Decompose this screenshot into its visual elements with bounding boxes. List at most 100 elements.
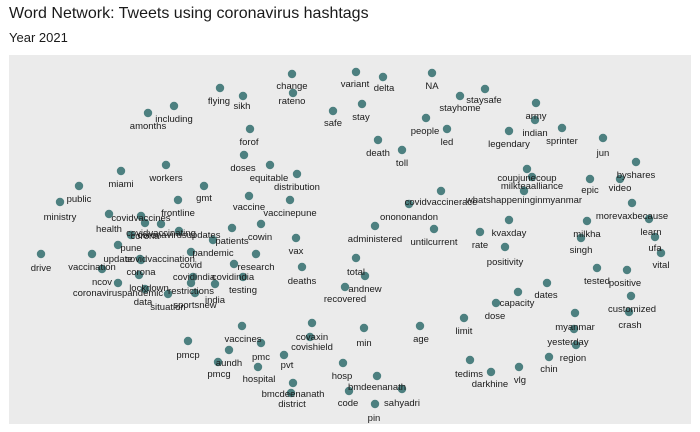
network-node — [136, 255, 146, 265]
node-label: update — [103, 254, 132, 265]
node-label: pune — [120, 243, 141, 254]
network-node — [208, 235, 218, 245]
node-label: coronavirusupdates — [138, 230, 221, 241]
node-label: bmcdeenanath — [262, 389, 325, 400]
network-node — [359, 323, 369, 333]
node-label: vaccine — [233, 202, 265, 213]
node-label: administered — [348, 234, 402, 245]
node-label: hosp — [332, 371, 353, 382]
node-label: ufa — [648, 243, 662, 254]
network-node — [245, 124, 255, 134]
node-label: vaccines — [225, 334, 262, 345]
node-label: milkha — [573, 229, 601, 240]
node-label: health — [96, 224, 122, 235]
node-label: pandemic — [192, 248, 233, 259]
node-label: covishield — [291, 342, 333, 353]
network-node — [576, 233, 586, 243]
node-label: indian — [522, 128, 547, 139]
network-node — [292, 169, 302, 179]
node-label: change — [276, 81, 307, 92]
node-label: distribution — [274, 182, 320, 193]
network-node — [74, 181, 84, 191]
network-node — [174, 226, 184, 236]
network-node — [286, 388, 296, 398]
node-label: lockdown — [129, 283, 169, 294]
node-label: tested — [584, 276, 610, 287]
network-node — [163, 289, 173, 299]
node-label: min — [356, 338, 371, 349]
network-node — [544, 352, 554, 362]
network-node — [459, 313, 469, 323]
node-label: age — [413, 334, 429, 345]
node-label: testing — [229, 285, 257, 296]
node-label: covid — [180, 260, 202, 271]
network-node — [113, 278, 123, 288]
network-node — [465, 355, 475, 365]
network-node — [297, 262, 307, 272]
node-label: forof — [239, 137, 258, 148]
node-label: covidindia — [173, 272, 216, 283]
network-node — [140, 284, 150, 294]
network-node — [513, 287, 523, 297]
network-node — [436, 186, 446, 196]
network-node — [522, 164, 532, 174]
node-label: region — [560, 353, 586, 364]
network-node — [598, 133, 608, 143]
node-label: frontline — [161, 208, 195, 219]
node-label: led — [441, 137, 454, 148]
network-node — [229, 259, 239, 269]
node-label: people — [411, 126, 440, 137]
network-node — [360, 271, 370, 281]
chart-title: Word Network: Tweets using coronavirus h… — [9, 5, 369, 22]
node-label: covidvaccination — [125, 254, 195, 265]
network-node — [239, 150, 249, 160]
node-label: byshares — [617, 170, 656, 181]
node-label: customized — [608, 304, 656, 315]
node-label: public — [67, 194, 92, 205]
network-node — [55, 197, 65, 207]
node-label: corona — [130, 231, 160, 242]
network-node — [442, 124, 452, 134]
node-label: limit — [456, 326, 473, 337]
network-node — [251, 249, 261, 259]
node-label: doses — [230, 163, 256, 174]
node-label: ministry — [44, 212, 77, 223]
network-node — [455, 91, 465, 101]
node-label: dates — [534, 290, 557, 301]
node-label: kvaxday — [492, 228, 527, 239]
node-label: vaccination — [68, 262, 116, 273]
network-node — [370, 221, 380, 231]
node-label: myanmar — [555, 322, 595, 333]
network-node — [585, 174, 595, 184]
node-label: pvt — [281, 360, 294, 371]
node-label: whatshappeninginmyanmar — [465, 195, 582, 206]
network-node — [338, 358, 348, 368]
network-node — [285, 195, 295, 205]
network-node — [227, 223, 237, 233]
network-node — [116, 166, 126, 176]
node-label: pmcp — [176, 350, 199, 361]
node-label: vlg — [514, 375, 526, 386]
network-node — [238, 272, 248, 282]
network-node — [491, 298, 501, 308]
network-node — [210, 279, 220, 289]
node-label: equitable — [250, 173, 289, 184]
network-node — [519, 186, 529, 196]
network-node — [397, 384, 407, 394]
network-node — [186, 247, 196, 257]
network-node — [237, 321, 247, 331]
node-label: total — [347, 267, 365, 278]
network-node — [357, 99, 367, 109]
node-label: darkhine — [472, 379, 508, 390]
node-label: milkteaalliance — [501, 181, 563, 192]
network-node — [97, 264, 107, 274]
network-node — [244, 191, 254, 201]
node-label: jun — [596, 148, 610, 159]
node-label: sahyadri — [384, 398, 420, 409]
network-node — [136, 211, 146, 221]
node-label: covidvaccinerace — [405, 197, 478, 208]
network-node — [650, 232, 660, 242]
node-label: crash — [618, 320, 641, 331]
node-label: bmdeenanath — [348, 382, 406, 393]
